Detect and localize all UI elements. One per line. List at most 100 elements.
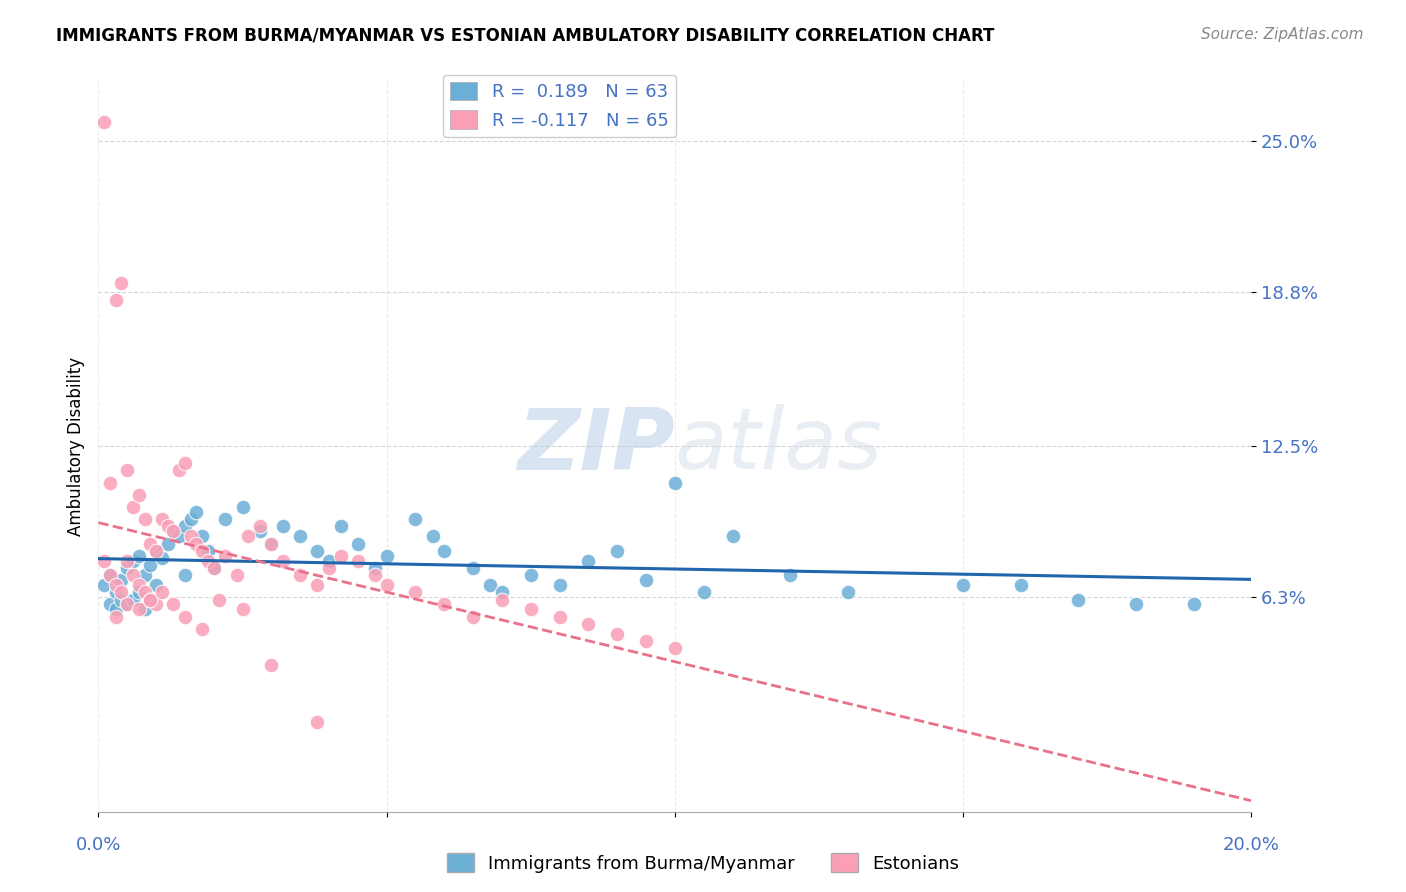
- Text: ZIP: ZIP: [517, 404, 675, 488]
- Point: [128, 549, 150, 563]
- Point: [491, 585, 513, 599]
- Point: [139, 592, 162, 607]
- Point: [117, 553, 139, 567]
- Point: [307, 544, 329, 558]
- Point: [307, 578, 329, 592]
- Point: [260, 658, 283, 673]
- Point: [260, 536, 283, 550]
- Point: [122, 592, 145, 607]
- Point: [139, 592, 162, 607]
- Point: [128, 578, 150, 592]
- Point: [150, 551, 173, 566]
- Point: [290, 568, 312, 582]
- Point: [520, 602, 543, 616]
- Point: [104, 609, 127, 624]
- Point: [162, 524, 184, 539]
- Point: [174, 456, 197, 470]
- Point: [329, 549, 352, 563]
- Point: [145, 598, 167, 612]
- Point: [174, 568, 197, 582]
- Point: [104, 585, 127, 599]
- Point: [952, 578, 974, 592]
- Point: [606, 626, 628, 640]
- Point: [433, 544, 456, 558]
- Point: [1182, 598, 1205, 612]
- Point: [548, 578, 571, 592]
- Point: [837, 585, 859, 599]
- Point: [548, 609, 571, 624]
- Point: [779, 568, 801, 582]
- Point: [364, 568, 387, 582]
- Point: [98, 568, 121, 582]
- Point: [122, 568, 145, 582]
- Point: [167, 463, 190, 477]
- Point: [318, 561, 340, 575]
- Point: [145, 544, 167, 558]
- Point: [290, 529, 312, 543]
- Point: [1010, 578, 1032, 592]
- Point: [405, 512, 427, 526]
- Point: [364, 561, 387, 575]
- Point: [128, 488, 150, 502]
- Point: [145, 578, 167, 592]
- Point: [98, 568, 121, 582]
- Point: [307, 714, 329, 729]
- Point: [208, 592, 231, 607]
- Legend: R =  0.189   N = 63, R = -0.117   N = 65: R = 0.189 N = 63, R = -0.117 N = 65: [443, 75, 676, 136]
- Point: [520, 568, 543, 582]
- Y-axis label: Ambulatory Disability: Ambulatory Disability: [66, 357, 84, 535]
- Point: [145, 544, 167, 558]
- Point: [110, 573, 132, 587]
- Point: [117, 463, 139, 477]
- Point: [156, 536, 179, 550]
- Point: [104, 602, 127, 616]
- Point: [117, 598, 139, 612]
- Point: [578, 617, 600, 632]
- Point: [174, 609, 197, 624]
- Point: [422, 529, 444, 543]
- Point: [139, 558, 162, 573]
- Point: [329, 519, 352, 533]
- Point: [214, 512, 236, 526]
- Text: atlas: atlas: [675, 404, 883, 488]
- Point: [162, 598, 184, 612]
- Point: [231, 500, 254, 514]
- Point: [479, 578, 502, 592]
- Point: [636, 634, 658, 648]
- Point: [117, 561, 139, 575]
- Text: 20.0%: 20.0%: [1223, 836, 1279, 855]
- Point: [93, 578, 115, 592]
- Point: [98, 475, 121, 490]
- Text: Source: ZipAtlas.com: Source: ZipAtlas.com: [1201, 27, 1364, 42]
- Point: [122, 500, 145, 514]
- Point: [225, 568, 247, 582]
- Text: IMMIGRANTS FROM BURMA/MYANMAR VS ESTONIAN AMBULATORY DISABILITY CORRELATION CHAR: IMMIGRANTS FROM BURMA/MYANMAR VS ESTONIA…: [56, 27, 994, 45]
- Point: [93, 114, 115, 128]
- Point: [346, 536, 368, 550]
- Point: [1125, 598, 1147, 612]
- Point: [191, 544, 214, 558]
- Point: [110, 592, 132, 607]
- Point: [405, 585, 427, 599]
- Point: [134, 602, 156, 616]
- Point: [98, 598, 121, 612]
- Point: [134, 585, 156, 599]
- Point: [139, 592, 162, 607]
- Point: [636, 573, 658, 587]
- Point: [156, 519, 179, 533]
- Point: [104, 578, 127, 592]
- Point: [606, 544, 628, 558]
- Point: [346, 553, 368, 567]
- Point: [186, 505, 208, 519]
- Point: [186, 536, 208, 550]
- Point: [664, 641, 686, 656]
- Point: [664, 475, 686, 490]
- Point: [271, 553, 294, 567]
- Point: [134, 512, 156, 526]
- Point: [202, 561, 225, 575]
- Point: [174, 519, 197, 533]
- Point: [93, 553, 115, 567]
- Point: [214, 549, 236, 563]
- Point: [375, 549, 398, 563]
- Point: [1067, 592, 1090, 607]
